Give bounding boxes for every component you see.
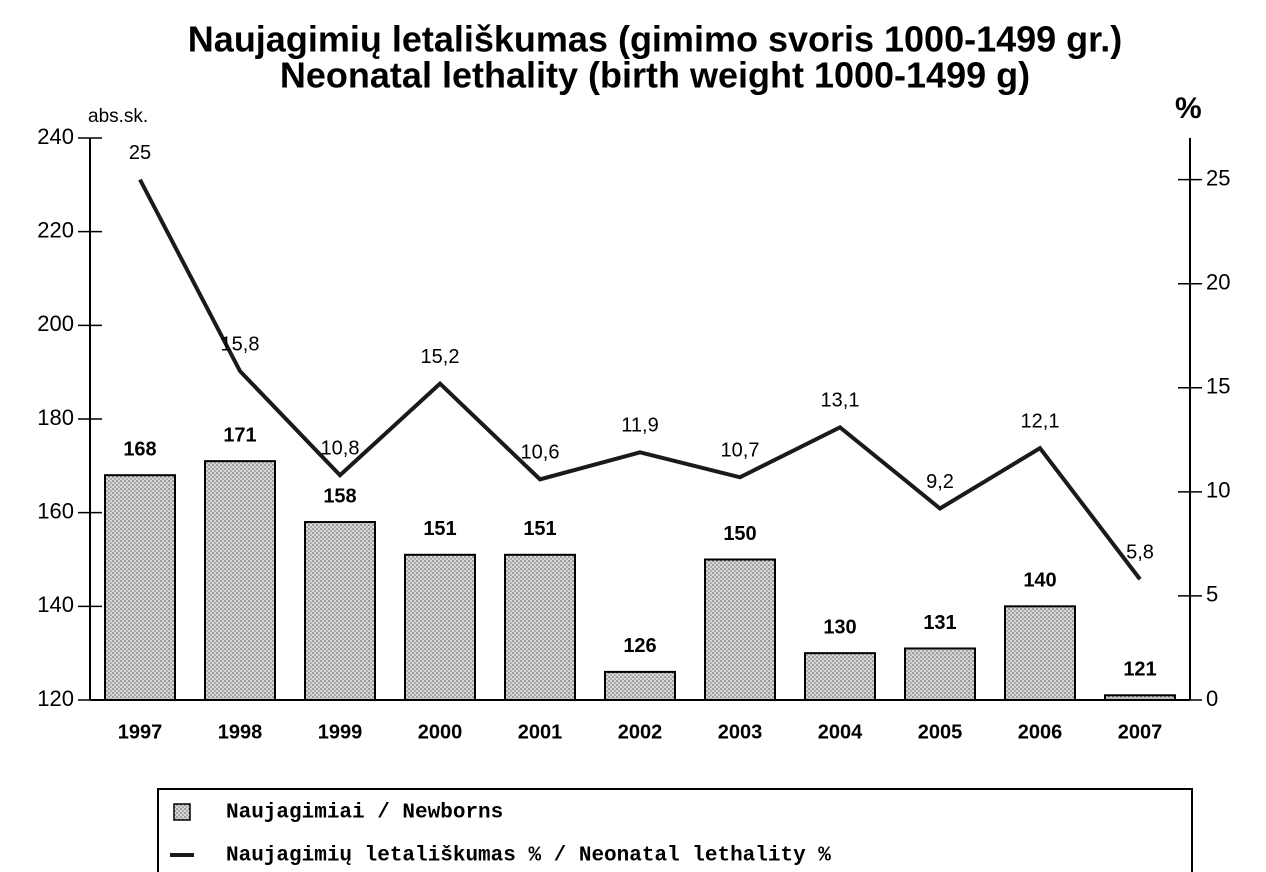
bar (704, 558, 776, 701)
x-tick-label: 1999 (318, 721, 363, 743)
x-tick-label: 2000 (418, 721, 463, 743)
line-label: 12,1 (1021, 410, 1060, 432)
y2-axis-label: % (1175, 92, 1202, 125)
bar (304, 521, 376, 701)
bar (1104, 694, 1176, 701)
bar (404, 553, 476, 701)
x-tick-label: 2002 (618, 721, 663, 743)
y2-tick-label: 15 (1206, 374, 1230, 399)
line-label: 15,8 (221, 333, 260, 355)
y-tick-label: 180 (37, 405, 74, 430)
chart-title: Naujagimių letališkumas (gimimo svoris 1… (188, 19, 1122, 60)
x-tick-label: 2005 (918, 721, 963, 743)
bar-label: 171 (223, 424, 256, 446)
line-label: 25 (129, 142, 151, 164)
bar-label: 131 (923, 612, 956, 634)
line-label: 13,1 (821, 390, 860, 412)
legend-box (157, 788, 1193, 872)
y2-tick-label: 25 (1206, 165, 1230, 190)
bar-label: 126 (623, 635, 656, 657)
bar-label: 130 (823, 616, 856, 638)
y-tick-label: 140 (37, 592, 74, 617)
bar (504, 553, 576, 701)
line-label: 10,8 (321, 437, 360, 459)
legend-swatch (173, 803, 191, 821)
bar (104, 474, 176, 702)
x-tick-label: 2007 (1118, 721, 1163, 743)
bar (604, 670, 676, 702)
bar-label: 151 (523, 518, 556, 540)
line-label: 15,2 (421, 346, 460, 368)
line (138, 178, 1142, 581)
y2-tick-label: 5 (1206, 582, 1218, 607)
legend-label: Naujagimių letališkumas % / Neonatal let… (226, 845, 831, 868)
y2-tick-label: 0 (1206, 686, 1218, 711)
line-label: 5,8 (1126, 542, 1154, 564)
bar (204, 460, 276, 701)
x-tick-label: 2003 (718, 721, 763, 743)
x-tick-label: 2001 (518, 721, 563, 743)
x-tick-label: 1997 (118, 721, 163, 743)
bar-label: 158 (323, 485, 356, 507)
bar-label: 150 (723, 523, 756, 545)
y-tick-label: 120 (37, 686, 74, 711)
y2-tick-label: 10 (1206, 478, 1230, 503)
y-tick-label: 240 (37, 124, 74, 149)
bar-label: 151 (423, 518, 456, 540)
x-tick-label: 2004 (818, 721, 863, 743)
y-tick-label: 200 (37, 311, 74, 336)
bar (904, 647, 976, 702)
x-tick-label: 2006 (1018, 721, 1063, 743)
y-tick-label: 160 (37, 498, 74, 523)
line-label: 9,2 (926, 471, 954, 493)
bar-label: 140 (1023, 570, 1056, 592)
line-label: 10,7 (721, 440, 760, 462)
bar-label: 168 (123, 438, 156, 460)
chart-subtitle: Neonatal lethality (birth weight 1000-14… (280, 55, 1030, 96)
bar-label: 121 (1123, 659, 1156, 681)
bar (804, 652, 876, 702)
bar (1004, 605, 1076, 701)
line-label: 11,9 (621, 415, 658, 437)
y-tick-label: 220 (37, 217, 74, 242)
legend-label: Naujagimiai / Newborns (226, 802, 503, 825)
y-axis-label: abs.sk. (88, 106, 148, 127)
x-tick-label: 1998 (218, 721, 263, 743)
y2-tick-label: 20 (1206, 270, 1230, 295)
line-label: 10,6 (521, 442, 560, 464)
